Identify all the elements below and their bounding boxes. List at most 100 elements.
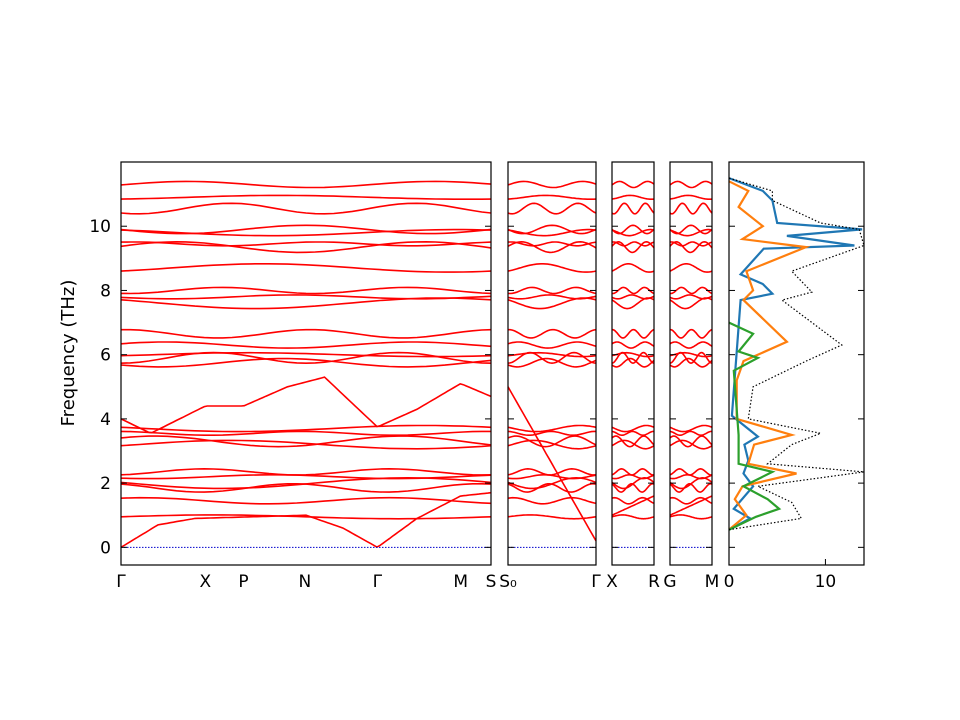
x-tick-label: Γ (373, 572, 383, 592)
phonon-band (507, 496, 597, 505)
phonon-band (121, 328, 492, 339)
phonon-band (611, 228, 655, 237)
phonon-band (669, 439, 713, 450)
phonon-band (120, 240, 492, 254)
phonon-band (120, 351, 492, 365)
phonon-band (611, 194, 655, 200)
phonon-band (669, 202, 713, 215)
y-tick-label: 6 (100, 346, 111, 366)
phonon-band (120, 439, 492, 450)
phonon-band (669, 286, 713, 295)
phonon-band (611, 435, 655, 448)
phonon-band (611, 294, 655, 300)
phonon-band (669, 228, 713, 237)
y-tick-label: 4 (100, 410, 111, 430)
phonon-band (611, 202, 655, 215)
phonon-band (507, 357, 597, 368)
phonon-band (611, 180, 655, 189)
phonon-band (669, 351, 713, 358)
panel-frame (611, 161, 655, 566)
x-tick-label: P (238, 572, 248, 592)
phonon-band (507, 228, 597, 237)
y-tick-label: 2 (100, 474, 111, 494)
phonon-band (669, 435, 713, 448)
panel-frame (120, 161, 492, 566)
phonon-band (507, 286, 597, 295)
phonon-band (120, 294, 492, 300)
phonon-band (508, 328, 597, 339)
phonon-band (611, 286, 655, 295)
phonon-band (669, 483, 713, 493)
phonon-band (507, 435, 597, 448)
phonon-band (507, 514, 597, 520)
phonon-band (120, 263, 492, 273)
phonon-band (507, 263, 597, 273)
phonon-band (669, 357, 713, 368)
phonon-band (611, 357, 655, 368)
phonon-band (507, 386, 597, 542)
phonon-band (611, 224, 655, 235)
phonon-band (120, 341, 492, 349)
phonon-band (120, 202, 492, 215)
phonon-band (507, 294, 597, 300)
phonon-band (669, 430, 712, 436)
phonon-band (120, 376, 492, 434)
x-tick-label: S₀ (499, 572, 517, 592)
phonon-band (507, 467, 597, 476)
panel-frame (507, 161, 597, 566)
phonon-band (120, 424, 492, 433)
phonon-band (669, 467, 713, 476)
phonon-band (507, 351, 597, 365)
phonon-band (507, 424, 597, 433)
phonon-band (507, 224, 597, 235)
phonon-band (120, 180, 492, 189)
phonon-band (669, 180, 713, 189)
x-tick-label: R (648, 572, 660, 592)
phonon-band (120, 435, 492, 448)
phonon-band (507, 202, 597, 215)
phonon-band (669, 241, 713, 247)
dos-series-2 (728, 321, 782, 531)
phonon-band (611, 240, 655, 254)
phonon-band (120, 491, 492, 549)
x-tick-label: X (200, 572, 212, 592)
x-tick-label: 0 (724, 572, 735, 592)
phonon-band (669, 263, 713, 273)
phonon-band (611, 241, 655, 247)
phonon-band (507, 483, 597, 493)
phonon-band (120, 194, 492, 200)
x-tick-label: Γ (591, 572, 601, 592)
y-tick-label: 8 (100, 281, 111, 301)
x-tick-label: Γ (116, 572, 126, 592)
phonon-band (507, 180, 597, 189)
dos-panel: 0 10 (724, 161, 865, 592)
x-tick-label: G (663, 572, 676, 592)
x-tick-label: M (453, 572, 468, 592)
phonon-band (120, 496, 492, 505)
band-panel-main: 0 2 4 6 8 10 Γ X P N Γ M S (89, 161, 496, 592)
phonon-band (611, 263, 655, 273)
panel-frame (728, 161, 865, 566)
phonon-band (120, 228, 492, 237)
phonon-band (669, 240, 713, 254)
phonon-band (670, 328, 713, 339)
x-tick-label: N (299, 572, 312, 592)
phonon-band (507, 351, 597, 358)
y-tick-label: 10 (89, 217, 111, 237)
dos-series-1 (728, 180, 811, 531)
band-panel-s0-gamma: S₀ Γ (499, 161, 601, 592)
phonon-band (507, 430, 596, 436)
phonon-band (507, 341, 597, 349)
phonon-band (611, 351, 655, 365)
phonon-band (507, 194, 597, 200)
phonon-band (611, 483, 655, 493)
x-tick-label: 10 (815, 572, 837, 592)
phonon-band (611, 439, 655, 450)
phonon-band (120, 357, 492, 368)
phonon-band (611, 341, 655, 349)
phonon-band (669, 224, 713, 235)
panel-frame (669, 161, 713, 566)
